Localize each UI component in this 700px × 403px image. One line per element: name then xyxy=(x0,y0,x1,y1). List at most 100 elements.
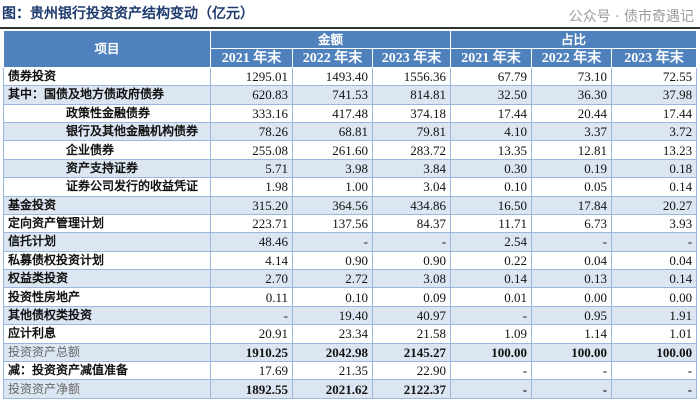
cell-value: 0.00 xyxy=(531,287,613,307)
cell-value: 21.35 xyxy=(292,361,373,381)
cell-value: 3.37 xyxy=(531,121,613,142)
cell-value: 3.93 xyxy=(611,213,698,234)
cell-value: 741.53 xyxy=(292,85,373,105)
cell-value: 374.18 xyxy=(371,103,452,123)
cell-value: 0.22 xyxy=(450,250,533,271)
cell-value: 434.86 xyxy=(371,195,452,215)
table-row: 投资资产总额 1910.25 2042.98 2145.27 100.00 100.00 1… xyxy=(3,342,698,363)
row-label: 基金投资 xyxy=(3,195,211,215)
row-label: 定向资产管理计划 xyxy=(3,213,211,234)
cell-value: 0.04 xyxy=(531,250,613,271)
cell-value: - xyxy=(531,379,613,399)
header-share: 占比 xyxy=(450,29,698,50)
cell-value: - xyxy=(371,232,452,252)
cell-value: 19.40 xyxy=(292,305,373,326)
cell-value: - xyxy=(450,305,533,326)
cell-value: 223.71 xyxy=(210,213,293,234)
row-label: 减：投资资产减值准备 xyxy=(3,361,211,381)
cell-value: - xyxy=(292,232,373,252)
header-year: 2023 年末 xyxy=(611,48,698,68)
table-row: 减：投资资产减值准备 17.69 21.35 22.90- - - xyxy=(3,361,698,381)
cell-value: 0.14 xyxy=(450,269,533,289)
cell-value: 5.71 xyxy=(210,158,293,179)
table-body: 债券投资 1295.01 1493.40 1556.36 67.79 73.10 72.55… xyxy=(3,66,698,399)
cell-value: 40.97 xyxy=(371,305,452,326)
cell-value: 0.90 xyxy=(371,250,452,271)
table-row: 政策性金融债券 333.16 417.48 374.18 17.44 20.44 17.44 xyxy=(3,103,698,123)
cell-value: 315.20 xyxy=(210,195,293,215)
row-label: 其中：国债及地方债政府债券 xyxy=(3,85,211,105)
title-divider xyxy=(0,27,700,29)
cell-value: 1556.36 xyxy=(371,66,452,87)
cell-value: 417.48 xyxy=(292,103,373,123)
cell-value: 1.91 xyxy=(611,305,698,326)
row-label: 企业债券 xyxy=(3,140,211,160)
cell-value: 20.44 xyxy=(531,103,613,123)
cell-value: 814.81 xyxy=(371,85,452,105)
cell-value: 16.50 xyxy=(450,195,533,215)
cell-value: 100.00 xyxy=(611,342,698,363)
cell-value: 1.00 xyxy=(292,177,373,197)
cell-value: 0.11 xyxy=(210,287,293,307)
row-label: 信托计划 xyxy=(3,232,211,252)
cell-value: 333.16 xyxy=(210,103,293,123)
table-row: 银行及其他金融机构债券 78.26 68.81 79.81 4.10 3.37 3.72 xyxy=(3,121,698,142)
row-label: 政策性金融债券 xyxy=(3,103,211,123)
investment-structure-table: 项目 金额 占比 2021 年末 2022 年末 2023 年末 2021 年末 202… xyxy=(3,29,698,399)
row-label: 债券投资 xyxy=(3,66,211,87)
cell-value: 0.01 xyxy=(450,287,533,307)
cell-value: 620.83 xyxy=(210,85,293,105)
cell-value: 21.58 xyxy=(371,324,452,344)
row-label: 投资资产总额 xyxy=(3,342,211,363)
cell-value: 84.37 xyxy=(371,213,452,234)
cell-value: - xyxy=(450,379,533,399)
cell-value: 1.09 xyxy=(450,324,533,344)
cell-value: 0.14 xyxy=(611,269,698,289)
cell-value: 17.69 xyxy=(210,361,293,381)
cell-value: 2021.62 xyxy=(292,379,373,399)
table-row: 权益类投资 2.70 2.72 3.08 0.14 0.13 0.14 xyxy=(3,269,698,289)
cell-value: 20.91 xyxy=(210,324,293,344)
cell-value: 2145.27 xyxy=(371,342,452,363)
cell-value: 11.71 xyxy=(450,213,533,234)
cell-value: 22.90 xyxy=(371,361,452,381)
cell-value: 2122.37 xyxy=(371,379,452,399)
cell-value: 73.10 xyxy=(531,66,613,87)
cell-value: 0.18 xyxy=(611,158,698,179)
cell-value: 0.10 xyxy=(292,287,373,307)
cell-value: 3.98 xyxy=(292,158,373,179)
cell-value: 13.35 xyxy=(450,140,533,160)
cell-value: 1892.55 xyxy=(210,379,293,399)
cell-value: 68.81 xyxy=(292,121,373,142)
row-label: 资产支持证券 xyxy=(3,158,211,179)
cell-value: 0.10 xyxy=(450,177,533,197)
cell-value: - xyxy=(611,379,698,399)
cell-value: 4.14 xyxy=(210,250,293,271)
cell-value: 32.50 xyxy=(450,85,533,105)
cell-value: 0.04 xyxy=(611,250,698,271)
header-year: 2021 年末 xyxy=(450,48,533,68)
row-label: 证券公司发行的收益凭证 xyxy=(3,177,211,197)
cell-value: 2042.98 xyxy=(292,342,373,363)
cell-value: 100.00 xyxy=(450,342,533,363)
header-item: 项目 xyxy=(3,30,211,68)
cell-value: 13.23 xyxy=(611,140,698,160)
cell-value: 0.90 xyxy=(292,250,373,271)
cell-value: 255.08 xyxy=(210,140,293,160)
table-row: 其他债权类投资 -19.40 40.97-0.95 1.91 xyxy=(3,305,698,326)
header-year: 2023 年末 xyxy=(371,48,452,68)
cell-value: 6.73 xyxy=(531,213,613,234)
cell-value: 2.54 xyxy=(450,232,533,252)
cell-value: 0.00 xyxy=(611,287,698,307)
cell-value: 0.13 xyxy=(531,269,613,289)
cell-value: 3.04 xyxy=(371,177,452,197)
header-year: 2021 年末 xyxy=(210,48,293,68)
cell-value: 36.30 xyxy=(531,85,613,105)
table-row: 资产支持证券 5.71 3.98 3.84 0.30 0.19 0.18 xyxy=(3,158,698,179)
cell-value: 78.26 xyxy=(210,121,293,142)
row-label: 其他债权类投资 xyxy=(3,305,211,326)
cell-value: 0.14 xyxy=(611,177,698,197)
cell-value: 3.72 xyxy=(611,121,698,142)
table-row: 投资资产净额 1892.55 2021.62 2122.37- - - xyxy=(3,379,698,399)
header-year: 2022 年末 xyxy=(531,48,613,68)
